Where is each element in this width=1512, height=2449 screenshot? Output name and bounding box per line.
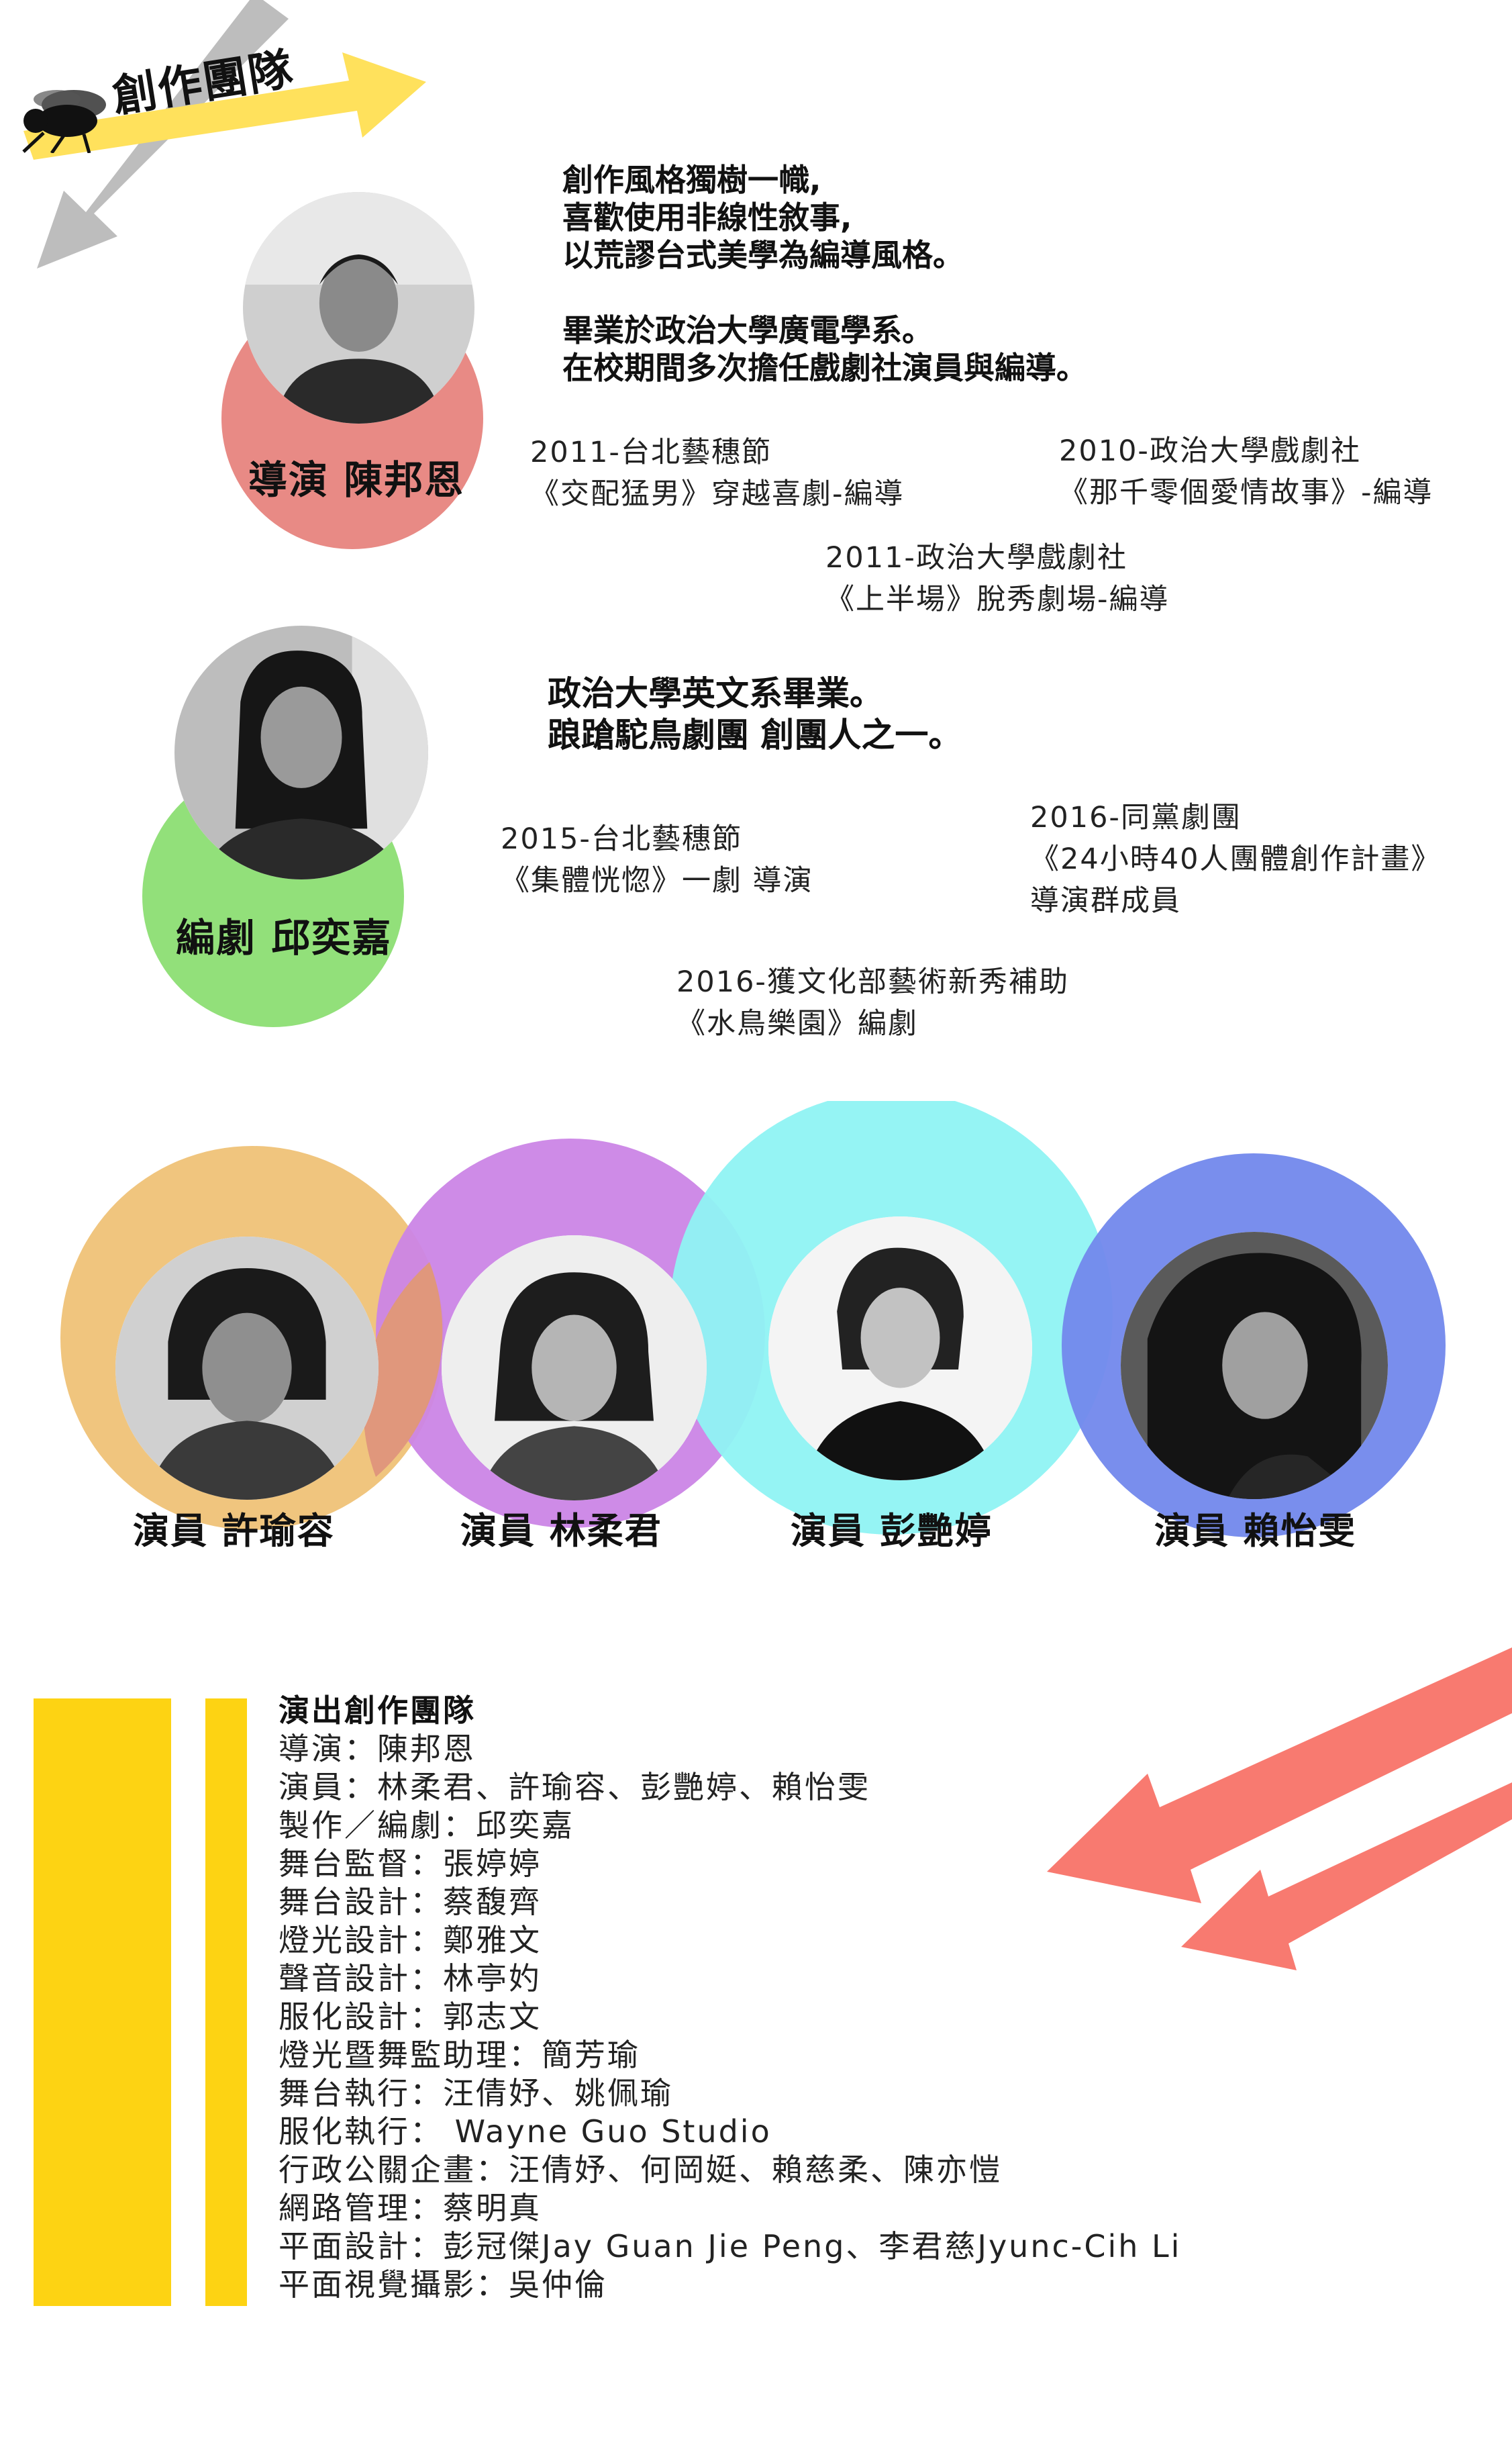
portrait-icon — [174, 626, 428, 879]
portrait-icon — [115, 1237, 379, 1500]
coral-arrow-large — [1047, 1647, 1512, 1903]
team-list: 演出創作團隊 導演：陳邦恩 演員：林柔君、許瑜容、彭艷婷、賴怡雯 製作／編劇：邱… — [279, 1692, 1181, 2304]
credit-title: 《那千零個愛情故事》-編導 — [1059, 476, 1433, 510]
director-photo — [243, 192, 474, 424]
credit-title: 《上半場》脫秀劇場-編導 — [825, 583, 1170, 616]
team-line: 導演：陳邦恩 — [279, 1731, 476, 1767]
fly-icon — [22, 90, 106, 153]
writer-role: 編劇 邱奕嘉 — [176, 915, 393, 961]
portrait-icon — [243, 192, 474, 424]
bio-line: 在校期間多次擔任戲劇社演員與編導。 — [562, 350, 1087, 386]
credit-year: 2011-政治大學戲劇社 — [825, 541, 1127, 575]
portrait-icon — [768, 1216, 1032, 1480]
writer-bio: 政治大學英文系畢業。 踉蹌駝鳥劇團 創團人之一。 — [548, 673, 962, 756]
yellow-arrow — [23, 52, 426, 160]
coral-arrows — [1047, 1647, 1512, 1970]
credit-title: 《交配猛男》穿越喜劇-編導 — [530, 477, 905, 511]
director-bio: 創作風格獨樹一幟, 喜歡使用非線性敘事, 以荒謬台式美學為編導風格。 畢業於政治… — [562, 161, 1087, 387]
writer-photo — [174, 626, 428, 879]
team-line: 服化設計：郭志文 — [279, 1999, 542, 2035]
team-line: 聲音設計：林亭妁 — [279, 1960, 542, 1997]
director-credit-2: 2010-政治大學戲劇社 《那千零個愛情故事》-編導 — [1059, 430, 1433, 514]
bio-line: 以荒謬台式美學為編導風格。 — [562, 237, 964, 273]
director-credit-1: 2011-台北藝穗節 《交配猛男》穿越喜劇-編導 — [530, 432, 905, 515]
director-credit-3: 2011-政治大學戲劇社 《上半場》脫秀劇場-編導 — [825, 537, 1170, 620]
team-line: 舞台執行：汪倩妤、姚佩瑜 — [279, 2075, 673, 2111]
bio-line: 畢業於政治大學廣電學系。 — [562, 312, 933, 348]
actor-photo-2 — [442, 1235, 707, 1500]
yellow-bar-right — [205, 1698, 247, 2306]
actor-photo-3 — [768, 1216, 1032, 1480]
team-line: 演員：林柔君、許瑜容、彭艷婷、賴怡雯 — [279, 1769, 870, 1805]
credit-year: 2015-台北藝穗節 — [501, 822, 742, 856]
team-line: 舞台設計：蔡馥齊 — [279, 1884, 542, 1920]
director-role: 導演 陳邦恩 — [248, 457, 465, 503]
team-line: 舞台監督：張婷婷 — [279, 1845, 542, 1882]
yellow-bar-left — [34, 1698, 171, 2306]
portrait-icon — [442, 1235, 707, 1500]
bio-line: 創作風格獨樹一幟, — [562, 162, 821, 198]
team-line: 行政公關企畫：汪倩妤、何岡娗、賴慈柔、陳亦愷 — [279, 2152, 1002, 2188]
bio-line: 踉蹌駝鳥劇團 創團人之一。 — [548, 716, 962, 755]
actor-role-3: 演員 彭艷婷 — [791, 1510, 993, 1552]
actor-photo-4 — [1121, 1232, 1388, 1499]
team-heading: 演出創作團隊 — [279, 1692, 476, 1729]
team-line: 燈光設計：鄭雅文 — [279, 1922, 542, 1958]
credit-year: 2016-同黨劇團 — [1030, 801, 1242, 834]
portrait-icon — [1121, 1232, 1388, 1499]
team-line: 網路管理：蔡明真 — [279, 2190, 542, 2226]
actor-role-2: 演員 林柔君 — [460, 1510, 662, 1552]
bio-line: 政治大學英文系畢業。 — [548, 674, 883, 713]
actor-role-1: 演員 許瑜容 — [133, 1510, 335, 1552]
overlap-1-2 — [363, 1262, 443, 1477]
credit-year: 2010-政治大學戲劇社 — [1059, 434, 1361, 468]
credit-title: 《集體恍惚》一劇 導演 — [501, 864, 813, 898]
actor-photo-1 — [115, 1237, 379, 1500]
credit-note: 導演群成員 — [1030, 884, 1181, 918]
header-arrows — [23, 0, 426, 269]
writer-credit-1: 2015-台北藝穗節 《集體恍惚》一劇 導演 — [501, 818, 813, 902]
credit-year: 2011-台北藝穗節 — [530, 436, 772, 469]
writer-credit-3: 2016-獲文化部藝術新秀補助 《水鳥樂園》編劇 — [676, 961, 1069, 1045]
credit-title: 《水鳥樂園》編劇 — [676, 1007, 918, 1041]
bio-line: 喜歡使用非線性敘事, — [562, 199, 852, 236]
coral-arrow-small — [1181, 1782, 1512, 1970]
team-line: 製作／編劇：邱奕嘉 — [279, 1807, 574, 1843]
team-line: 平面視覺攝影：吳仲倫 — [279, 2266, 607, 2303]
team-line: 服化執行： Wayne Guo Studio — [279, 2113, 772, 2150]
credit-year: 2016-獲文化部藝術新秀補助 — [676, 965, 1069, 999]
credit-title: 《24小時40人團體創作計畫》 — [1030, 843, 1442, 876]
team-line: 燈光暨舞監助理：簡芳瑜 — [279, 2037, 640, 2073]
bio-line — [562, 274, 1087, 311]
writer-credit-2: 2016-同黨劇團 《24小時40人團體創作計畫》 導演群成員 — [1030, 797, 1441, 922]
actor-role-4: 演員 賴怡雯 — [1154, 1510, 1356, 1552]
team-line: 平面設計：彭冠傑Jay Guan Jie Peng、李君慈Jyunc-Cih L… — [279, 2228, 1182, 2264]
